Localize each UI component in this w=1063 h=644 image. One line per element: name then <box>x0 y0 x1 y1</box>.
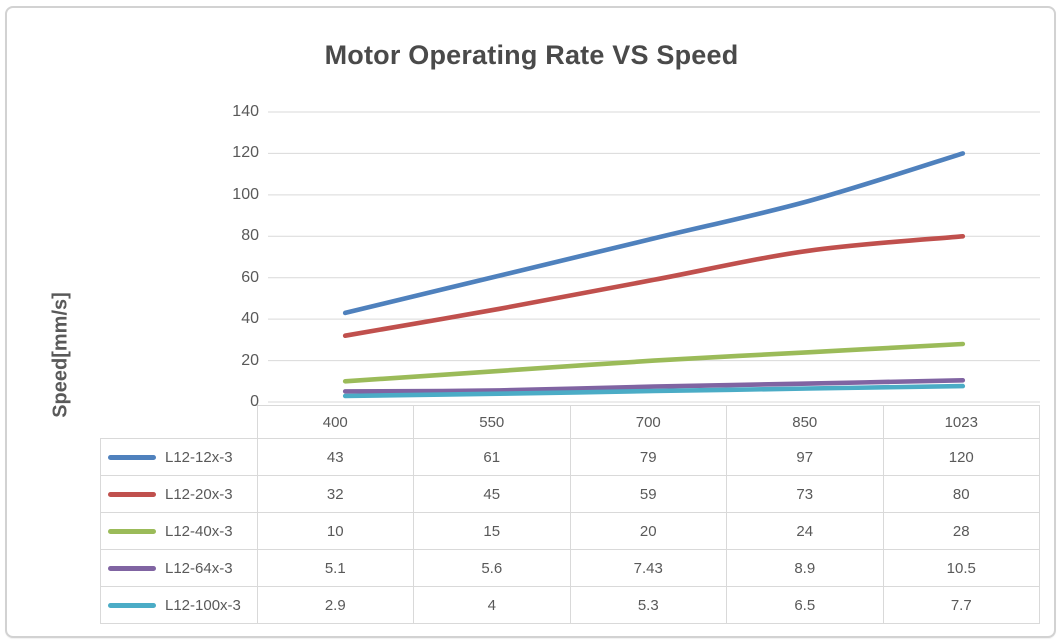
legend-key-swatch <box>108 454 156 460</box>
value-cell: 5.1 <box>256 549 414 587</box>
value-cell: 8.9 <box>726 549 884 587</box>
series-line-L12-64x-3 <box>342 378 966 394</box>
series-name: L12-12x-3 <box>165 448 233 466</box>
y-axis-tick-label: 0 <box>250 393 259 410</box>
value-cell: 7.7 <box>882 586 1040 624</box>
value-cell: 97 <box>726 438 884 476</box>
series-line-L12-100x-3 <box>342 383 966 399</box>
value-cell: 120 <box>882 438 1040 476</box>
series-name: L12-64x-3 <box>165 559 233 577</box>
value-cell: 20 <box>569 512 727 550</box>
value-cell: 5.3 <box>569 586 727 624</box>
legend-cell: L12-64x-3 <box>100 549 258 587</box>
column-header: 550 <box>413 405 571 439</box>
legend-key-swatch <box>108 528 156 534</box>
table-corner-cell <box>100 405 258 439</box>
value-cell: 10.5 <box>882 549 1040 587</box>
legend-cell: L12-20x-3 <box>100 475 258 513</box>
series-name: L12-100x-3 <box>165 596 241 614</box>
y-axis-tick-label: 20 <box>241 351 259 369</box>
value-cell: 59 <box>569 475 727 513</box>
table-row: L12-100x-3 2.9 4 5.3 6.5 7.7 <box>100 586 1040 624</box>
legend-cell: L12-100x-3 <box>100 586 258 624</box>
y-axis-tick-label: 100 <box>232 185 259 203</box>
column-header: 400 <box>256 405 414 439</box>
y-axis-tick-label: 120 <box>232 144 259 162</box>
table-row: L12-40x-3 10 15 20 24 28 <box>100 512 1040 550</box>
series-line-L12-20x-3 <box>342 234 966 338</box>
y-axis-tick-label: 140 <box>232 103 259 120</box>
value-cell: 43 <box>256 438 414 476</box>
value-cell: 6.5 <box>726 586 884 624</box>
y-axis-tick-label: 80 <box>241 227 259 245</box>
legend-key-swatch <box>108 602 156 608</box>
value-cell: 24 <box>726 512 884 550</box>
y-axis-tick-label: 40 <box>241 310 259 328</box>
value-cell: 73 <box>726 475 884 513</box>
legend-cell: L12-12x-3 <box>100 438 258 476</box>
column-header: 850 <box>726 405 884 439</box>
value-cell: 32 <box>256 475 414 513</box>
value-cell: 15 <box>413 512 571 550</box>
value-cell: 79 <box>569 438 727 476</box>
legend-key-swatch <box>108 565 156 571</box>
series-line-L12-12x-3 <box>342 151 966 316</box>
column-header: 1023 <box>882 405 1040 439</box>
data-table: 400 550 700 850 1023 L12-12x-3 43 61 79 … <box>100 405 1040 624</box>
series-line-L12-40x-3 <box>342 341 966 384</box>
series-name: L12-40x-3 <box>165 522 233 540</box>
value-cell: 5.6 <box>413 549 571 587</box>
value-cell: 4 <box>413 586 571 624</box>
value-cell: 2.9 <box>256 586 414 624</box>
value-cell: 28 <box>882 512 1040 550</box>
value-cell: 45 <box>413 475 571 513</box>
header-row: 400 550 700 850 1023 <box>100 405 1040 439</box>
table-row: L12-20x-3 32 45 59 73 80 <box>100 475 1040 513</box>
series-name: L12-20x-3 <box>165 485 233 503</box>
value-cell: 10 <box>256 512 414 550</box>
column-header: 700 <box>569 405 727 439</box>
legend-cell: L12-40x-3 <box>100 512 258 550</box>
value-cell: 80 <box>882 475 1040 513</box>
legend-key-swatch <box>108 491 156 497</box>
value-cell: 7.43 <box>569 549 727 587</box>
value-cell: 61 <box>413 438 571 476</box>
table-row: L12-12x-3 43 61 79 97 120 <box>100 438 1040 476</box>
y-axis-tick-label: 60 <box>241 268 259 286</box>
chart-title: Motor Operating Rate VS Speed <box>324 40 739 70</box>
table-row: L12-64x-3 5.1 5.6 7.43 8.9 10.5 <box>100 549 1040 587</box>
